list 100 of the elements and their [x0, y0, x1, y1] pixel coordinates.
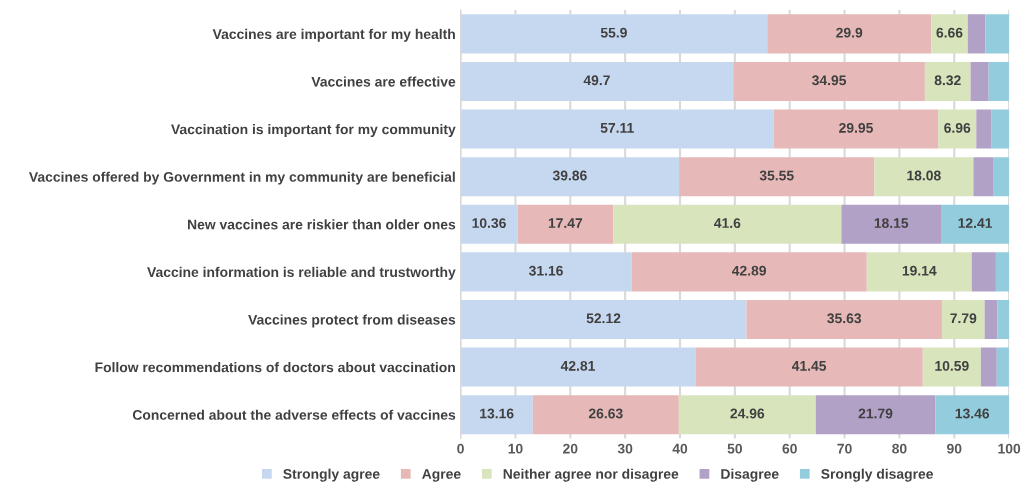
data-label: 18.08 [907, 170, 941, 181]
bar [773, 109, 939, 149]
x-tick-label: 0 [457, 443, 464, 454]
data-label: 18.15 [874, 218, 909, 229]
bar [995, 252, 1010, 292]
data-label: 10.59 [935, 360, 969, 371]
bar [695, 347, 923, 387]
x-tick-label: 30 [617, 443, 633, 454]
x-tick-label: 50 [727, 443, 743, 454]
bar [922, 347, 981, 387]
bar [973, 157, 994, 197]
x-tick-label: 40 [672, 443, 688, 454]
bar [938, 109, 977, 149]
bar [841, 204, 941, 244]
y-tick-label: New vaccines are riskier than older ones [188, 219, 456, 230]
data-label: 52.12 [586, 313, 621, 324]
bar [941, 299, 985, 339]
data-label: 7.79 [950, 313, 977, 324]
bar [733, 61, 925, 101]
bar [460, 204, 518, 244]
bar [988, 61, 1009, 101]
data-label: 24.96 [730, 408, 765, 419]
bar [991, 109, 1010, 149]
data-label: 6.96 [944, 122, 971, 133]
bar [866, 252, 972, 292]
bar [460, 109, 774, 149]
bar [874, 157, 974, 197]
bar [980, 347, 997, 387]
bar [460, 61, 734, 101]
x-tick-label: 90 [947, 443, 962, 454]
y-tick-label: Follow recommendations of doctors about vaccination [95, 362, 455, 373]
bar [517, 204, 614, 244]
bar [931, 14, 968, 54]
x-tick-label: 60 [782, 443, 797, 454]
legend-label: Disagree [721, 468, 779, 482]
data-label: 21.79 [858, 408, 893, 419]
bar [976, 109, 992, 149]
y-tick-label: Vaccines are effective [311, 76, 456, 87]
bar [460, 157, 680, 197]
y-tick-label: Concerned about the adverse effects of vaccines [132, 409, 456, 420]
legend-label: Neither agree nor disagree [503, 468, 679, 482]
bar [460, 395, 533, 435]
bar [993, 157, 1010, 197]
bar [996, 347, 1009, 387]
bar [678, 395, 816, 435]
y-tick-label: Vaccines offered by Government in my community are beneficial [29, 171, 455, 185]
data-label: 55.9 [600, 27, 627, 38]
bar [460, 299, 747, 339]
bar [967, 14, 986, 54]
data-label: 10.36 [472, 218, 506, 229]
data-label: 31.16 [528, 265, 563, 276]
bar [532, 395, 679, 435]
data-label: 42.89 [731, 265, 766, 276]
data-label: 26.63 [588, 408, 623, 419]
bar [924, 61, 971, 101]
x-tick-label: 100 [998, 443, 1021, 454]
bar [997, 299, 1010, 339]
data-label: 13.46 [955, 408, 990, 419]
data-label: 34.95 [812, 75, 847, 86]
legend-label: Srongly disagree [821, 468, 933, 482]
data-label: 13.16 [480, 408, 514, 419]
legend-label: Agree [422, 469, 461, 482]
bar [460, 14, 768, 54]
data-label: 42.81 [560, 360, 595, 371]
bar [984, 299, 998, 339]
bar [767, 14, 932, 54]
x-tick-label: 20 [563, 443, 578, 454]
y-tick-label: Vaccines protect from diseases [248, 314, 456, 328]
bar [971, 252, 996, 292]
y-tick-label: Vaccines are important for my health [212, 28, 455, 42]
x-tick-label: 70 [837, 443, 852, 454]
data-label: 29.9 [836, 27, 863, 38]
data-label: 8.32 [934, 75, 961, 86]
bar [941, 204, 1010, 244]
bar [631, 252, 867, 292]
bar [746, 299, 942, 339]
x-tick-label: 80 [892, 443, 907, 454]
bar [460, 347, 696, 387]
data-label: 49.7 [583, 75, 610, 86]
data-label: 57.11 [600, 123, 634, 133]
bar [985, 14, 1010, 54]
data-label: 35.55 [759, 170, 794, 181]
data-label: 29.95 [839, 122, 873, 133]
bar [613, 204, 842, 244]
legend-label: Strongly agree [283, 468, 380, 482]
x-tick-label: 10 [508, 443, 523, 454]
y-tick-label: Vaccine information is reliable and trustworthy [147, 266, 456, 280]
data-label: 12.41 [958, 218, 993, 228]
data-label: 41.45 [791, 361, 827, 371]
data-label: 19.14 [902, 265, 937, 276]
data-label: 6.66 [936, 27, 963, 38]
data-label: 35.63 [827, 313, 862, 324]
data-label: 41.6 [714, 218, 741, 229]
bar [970, 61, 989, 101]
bar [460, 252, 632, 292]
data-label: 17.47 [548, 218, 583, 228]
y-tick-label: Vaccination is important for my community [171, 124, 456, 137]
data-label: 39.86 [552, 170, 587, 181]
bar [815, 395, 936, 435]
bar [679, 157, 875, 197]
